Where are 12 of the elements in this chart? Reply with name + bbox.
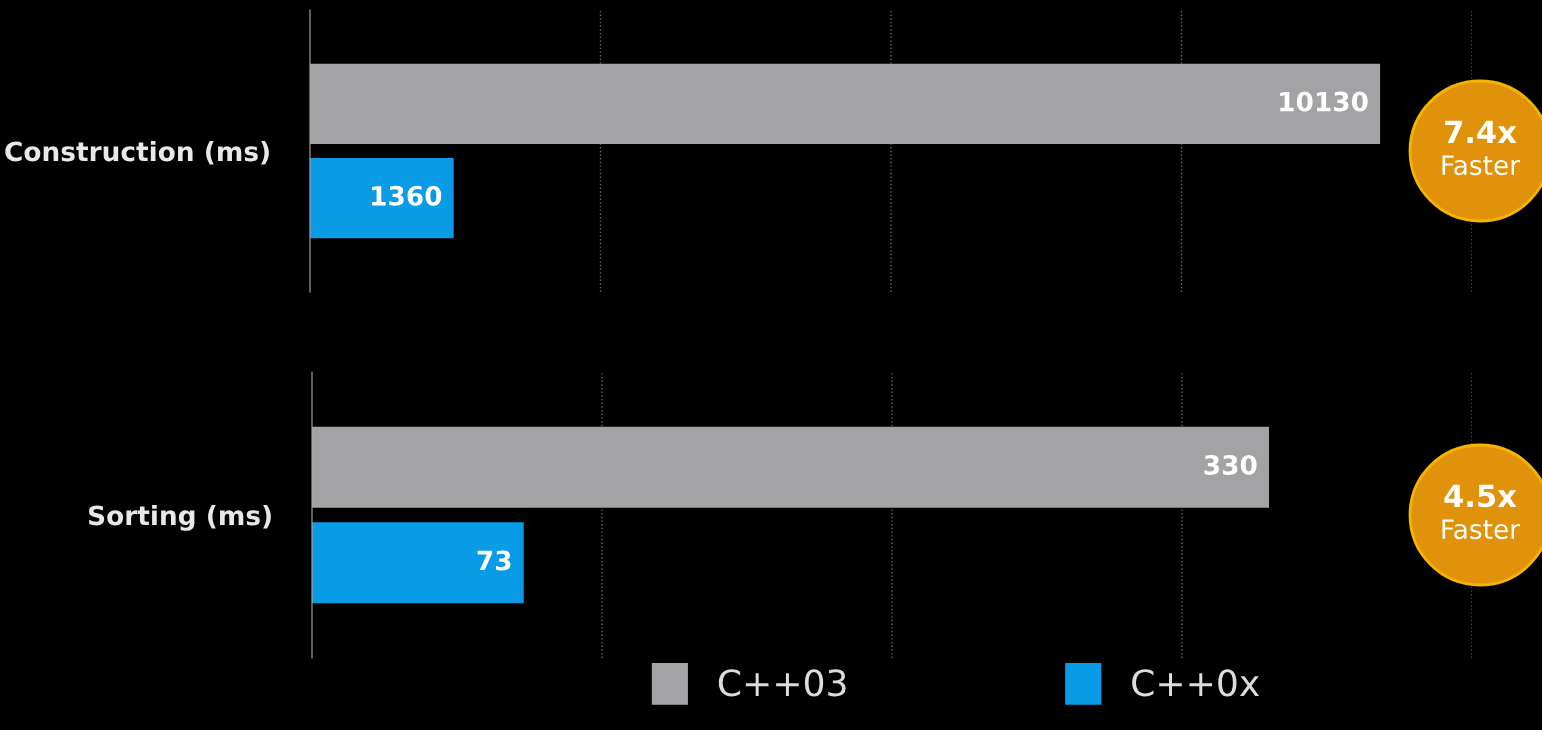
annotation: Faster <box>1442 519 1521 540</box>
data-label: 330 <box>1204 454 1257 475</box>
data-label: 10130 <box>1280 91 1368 112</box>
y-tick-label: Sorting (ms) <box>89 504 271 531</box>
data-label: 1360 <box>372 185 442 206</box>
annotation: 7.4x <box>1445 120 1517 143</box>
legend-label: C++03 <box>718 669 846 697</box>
y-tick-label: Construction (ms) <box>5 140 269 165</box>
annotation: Faster <box>1442 155 1521 176</box>
data-label: 73 <box>477 550 511 571</box>
annotation: 4.5x <box>1444 484 1517 508</box>
legend-label: C++0x <box>1132 669 1260 697</box>
